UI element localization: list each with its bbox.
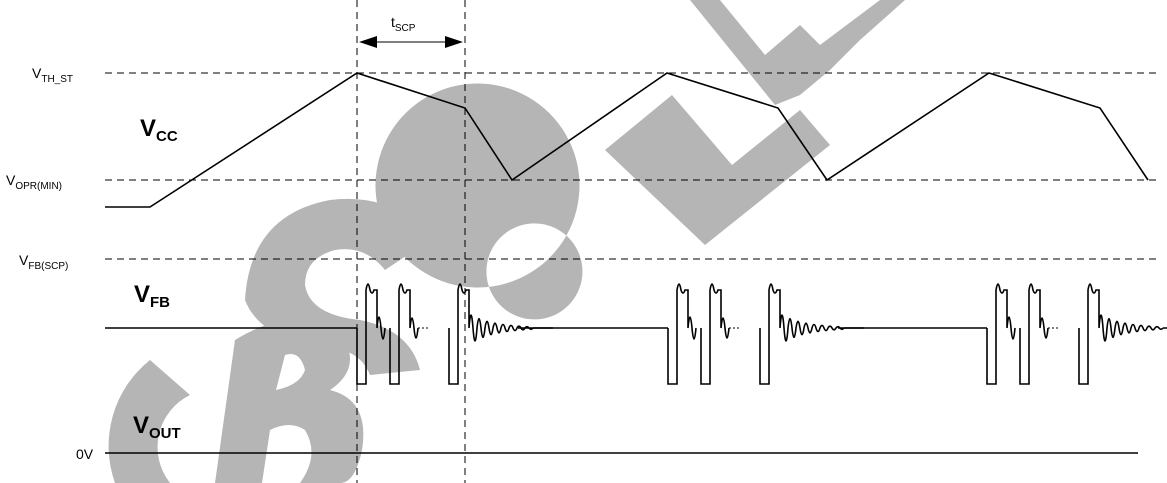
vth-st-label: VTH_ST [32, 65, 73, 85]
vcc-signal-label: VCC [140, 115, 178, 145]
vcc-waveform [105, 72, 1149, 208]
obsolete-watermark [108, 0, 905, 483]
vopr-min-label: VOPR(MIN) [6, 172, 62, 192]
vfb-scp-label: VFB(SCP) [19, 252, 68, 272]
zero-volt-label: 0V [76, 446, 94, 462]
vfb-signal-label: VFB [134, 281, 170, 311]
tscp-label: tSCP [391, 14, 416, 34]
vfb-waveform [105, 283, 1167, 385]
tscp-arrow [359, 36, 463, 48]
vout-signal-label: VOUT [133, 412, 181, 442]
